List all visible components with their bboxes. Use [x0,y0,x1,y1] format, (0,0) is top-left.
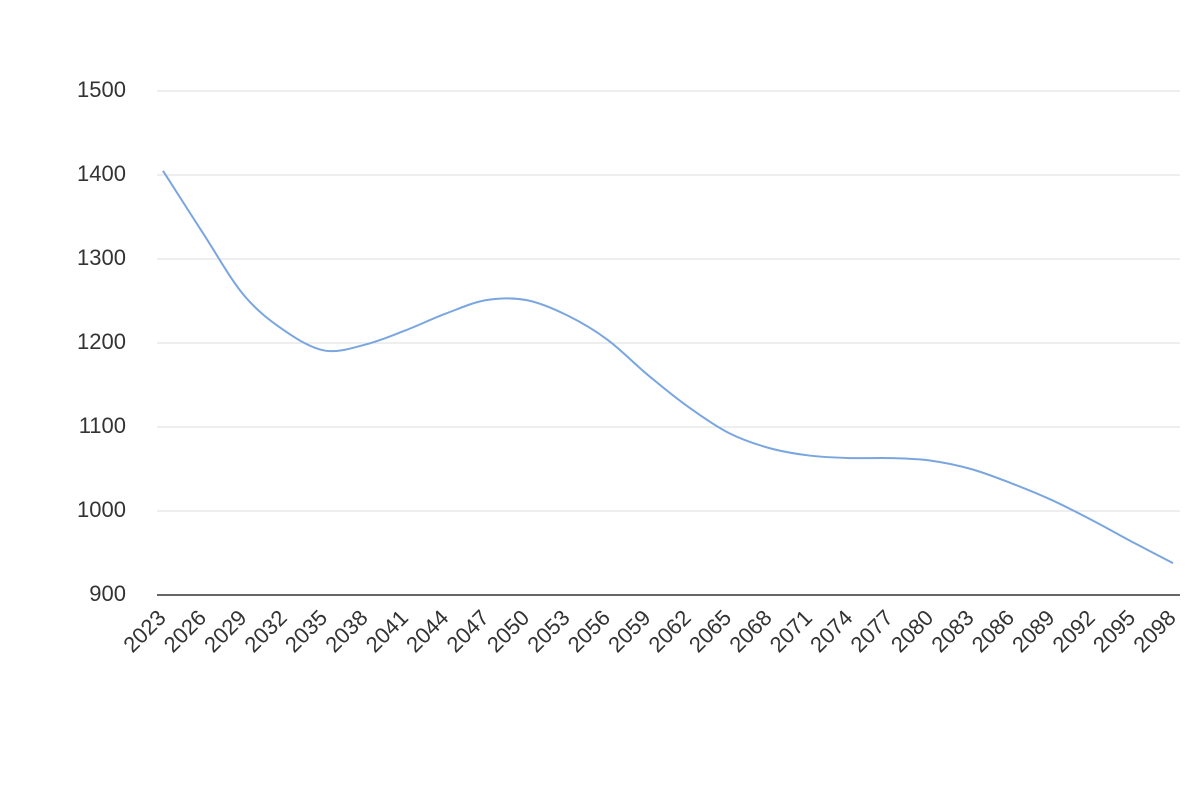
y-tick-label: 1400 [77,161,126,186]
x-tick-label: 2080 [886,605,938,657]
x-tick-label: 2044 [401,605,453,657]
y-tick-label: 1000 [77,497,126,522]
x-tick-label: 2074 [805,605,857,657]
x-tick-label: 2023 [118,605,170,657]
x-tick-label: 2053 [522,605,574,657]
y-tick-label: 1300 [77,245,126,270]
x-tick-label: 2065 [684,605,736,657]
x-tick-label: 2026 [159,605,211,657]
x-tick-label: 2092 [1048,605,1100,657]
x-tick-label: 2068 [724,605,776,657]
x-tick-label: 2095 [1088,605,1140,657]
x-tick-label: 2062 [644,605,696,657]
x-tick-label: 2089 [1007,605,1059,657]
x-tick-label: 2032 [240,605,292,657]
x-tick-label: 2098 [1128,605,1180,657]
x-tick-label: 2047 [442,605,494,657]
x-tick-label: 2059 [603,605,655,657]
y-tick-label: 900 [89,581,126,606]
line-series [162,170,1174,564]
x-tick-label: 2038 [320,605,372,657]
x-tick-label: 2083 [926,605,978,657]
x-tick-label: 2071 [765,605,817,657]
x-tick-label: 2041 [361,605,413,657]
x-tick-label: 2050 [482,605,534,657]
x-tick-label: 2086 [967,605,1019,657]
x-tick-label: 2029 [199,605,251,657]
y-tick-label: 1200 [77,329,126,354]
x-tick-label: 2077 [846,605,898,657]
y-tick-label: 1500 [77,77,126,102]
x-tick-label: 2035 [280,605,332,657]
y-tick-label: 1100 [79,413,126,438]
x-tick-label: 2056 [563,605,615,657]
